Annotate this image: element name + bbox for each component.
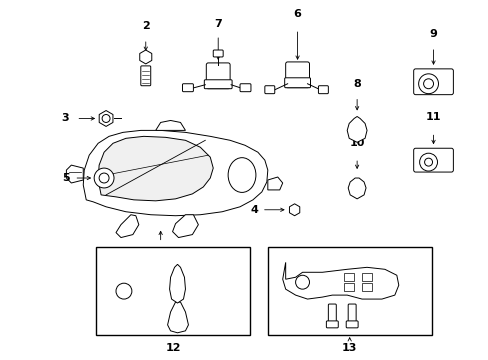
FancyBboxPatch shape	[344, 283, 353, 291]
FancyBboxPatch shape	[204, 80, 232, 89]
Text: 4: 4	[249, 205, 257, 215]
FancyBboxPatch shape	[206, 63, 230, 89]
Polygon shape	[169, 264, 185, 303]
Text: 13: 13	[341, 343, 357, 353]
Text: 6: 6	[293, 9, 301, 19]
FancyBboxPatch shape	[264, 86, 274, 94]
Text: 8: 8	[352, 79, 360, 89]
Circle shape	[295, 275, 309, 289]
Circle shape	[102, 114, 110, 122]
Text: 12: 12	[165, 343, 181, 353]
Polygon shape	[155, 121, 185, 130]
Polygon shape	[346, 117, 366, 142]
Polygon shape	[116, 215, 139, 238]
Text: 5: 5	[61, 173, 69, 183]
FancyBboxPatch shape	[213, 50, 223, 57]
FancyBboxPatch shape	[267, 247, 431, 335]
Circle shape	[116, 283, 132, 299]
FancyBboxPatch shape	[344, 273, 353, 281]
Text: 1: 1	[157, 249, 164, 260]
Polygon shape	[347, 178, 366, 199]
Polygon shape	[167, 302, 188, 333]
Circle shape	[94, 168, 114, 188]
Circle shape	[418, 74, 438, 94]
FancyBboxPatch shape	[240, 84, 250, 92]
FancyBboxPatch shape	[325, 321, 338, 328]
FancyBboxPatch shape	[327, 304, 336, 326]
FancyBboxPatch shape	[318, 86, 327, 94]
Circle shape	[424, 158, 432, 166]
Polygon shape	[98, 136, 213, 201]
FancyBboxPatch shape	[361, 273, 371, 281]
FancyBboxPatch shape	[347, 304, 355, 326]
Polygon shape	[267, 177, 282, 190]
FancyBboxPatch shape	[96, 247, 249, 335]
Circle shape	[99, 173, 109, 183]
Text: 3: 3	[61, 113, 69, 123]
Circle shape	[423, 79, 433, 89]
Text: 9: 9	[429, 29, 437, 39]
FancyBboxPatch shape	[284, 78, 310, 88]
Ellipse shape	[228, 158, 255, 192]
Polygon shape	[66, 165, 83, 183]
FancyBboxPatch shape	[285, 62, 309, 88]
Circle shape	[419, 153, 437, 171]
Polygon shape	[172, 215, 198, 238]
FancyBboxPatch shape	[413, 148, 452, 172]
FancyBboxPatch shape	[361, 283, 371, 291]
FancyBboxPatch shape	[413, 69, 452, 95]
Text: 10: 10	[349, 138, 364, 148]
FancyBboxPatch shape	[141, 66, 150, 86]
Text: 2: 2	[142, 21, 149, 31]
Text: 7: 7	[214, 19, 222, 29]
FancyBboxPatch shape	[182, 84, 193, 92]
Text: 11: 11	[425, 112, 440, 122]
Polygon shape	[83, 130, 267, 216]
FancyBboxPatch shape	[346, 321, 357, 328]
Polygon shape	[282, 262, 398, 299]
